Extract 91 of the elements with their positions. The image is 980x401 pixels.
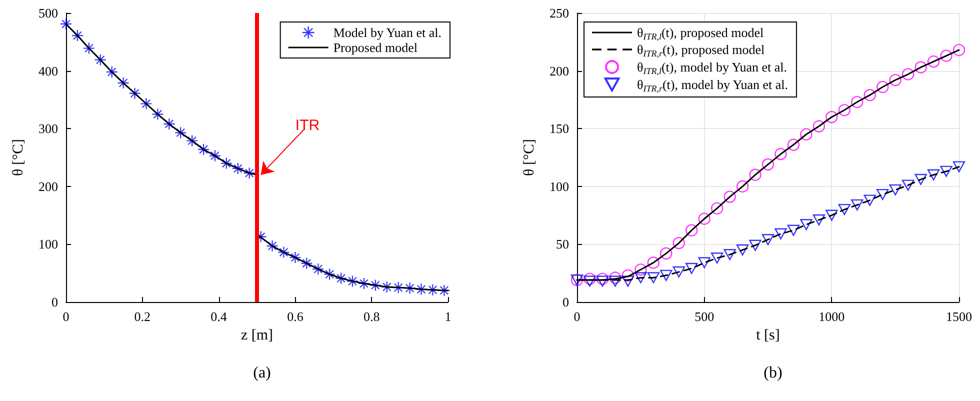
- x-tick-label: 1500: [946, 309, 972, 324]
- point: [584, 272, 596, 285]
- point: [634, 272, 647, 284]
- point: [686, 262, 698, 274]
- x-tick-label: 0: [62, 309, 70, 324]
- point: [749, 240, 762, 251]
- x-axis-title: t [s]: [756, 328, 780, 344]
- point: [851, 96, 864, 108]
- point: [609, 276, 622, 287]
- x-tick-label: 1: [444, 309, 452, 324]
- point: [914, 174, 927, 186]
- point: [902, 68, 914, 80]
- point: [838, 104, 850, 116]
- x-axis-title: z [m]: [240, 328, 274, 344]
- point: [914, 61, 927, 74]
- point: [762, 158, 774, 171]
- y-tick-label: 100: [550, 178, 569, 194]
- point: [609, 272, 622, 284]
- y-tick-label: 100: [38, 236, 58, 252]
- point: [736, 244, 749, 256]
- point: [724, 249, 736, 260]
- point: [889, 74, 902, 86]
- point: [927, 55, 940, 68]
- point: [940, 166, 952, 177]
- point: [952, 161, 966, 172]
- point: [672, 236, 685, 250]
- legend-label: Proposed model: [333, 40, 418, 55]
- point: [826, 110, 838, 124]
- x-tick-label: 0: [574, 309, 580, 324]
- y-tick-label: 200: [550, 63, 569, 78]
- point: [584, 276, 596, 287]
- text: (a): [253, 364, 271, 382]
- y-tick-label: 500: [38, 6, 58, 20]
- y-axis-title: θ [°C]: [522, 139, 538, 176]
- text: (b): [764, 364, 782, 382]
- x-tick-label: 0.8: [363, 309, 380, 324]
- x-tick-label: 0.6: [287, 309, 304, 324]
- point: [774, 148, 787, 160]
- point: [596, 276, 609, 287]
- y-tick-label: 400: [38, 63, 58, 78]
- y-tick-label: 200: [38, 178, 58, 194]
- point: [940, 50, 952, 62]
- point: [724, 190, 736, 203]
- y-tick-label: 250: [550, 6, 569, 20]
- y-tick-label: 50: [556, 236, 569, 252]
- point: [812, 214, 826, 226]
- point: [647, 256, 660, 269]
- point: [710, 202, 724, 214]
- y-tick-label: 0: [562, 294, 569, 310]
- point: [787, 224, 800, 236]
- y-axis-title: θ [°C]: [10, 139, 26, 176]
- point: [927, 169, 940, 180]
- x-tick-label: 0.4: [210, 309, 228, 324]
- point: [749, 168, 762, 181]
- point: [876, 80, 889, 94]
- y-tick-label: 0: [52, 294, 58, 310]
- point: [698, 212, 710, 225]
- point: [812, 120, 826, 132]
- point: [876, 188, 889, 200]
- point: [826, 210, 838, 221]
- point: [634, 264, 647, 276]
- y-tick-label: 300: [38, 121, 58, 136]
- point: [762, 234, 774, 246]
- point: [622, 269, 634, 282]
- point: [889, 184, 902, 196]
- annotation: ITR: [295, 117, 320, 134]
- point: [902, 180, 914, 191]
- point: [838, 204, 850, 216]
- point: [952, 44, 966, 56]
- point: [686, 224, 698, 236]
- x-tick-label: 500: [694, 309, 714, 324]
- y-tick-label: 150: [550, 121, 569, 136]
- point: [787, 138, 800, 151]
- point: [800, 128, 812, 140]
- point: [622, 276, 634, 287]
- point: [660, 247, 672, 260]
- point: [774, 228, 787, 240]
- point: [800, 219, 812, 230]
- point: [864, 194, 876, 206]
- legend-label: Model by Yuan et al.: [333, 25, 442, 40]
- x-tick-label: 0.2: [134, 309, 151, 324]
- point: [736, 180, 749, 192]
- x-tick-label: 1000: [818, 309, 845, 324]
- point: [660, 270, 672, 281]
- point: [864, 88, 876, 102]
- point: [698, 257, 710, 268]
- point: [647, 272, 660, 284]
- point: [672, 266, 685, 278]
- point: [710, 252, 724, 264]
- point: [596, 272, 609, 285]
- point: [851, 199, 864, 210]
